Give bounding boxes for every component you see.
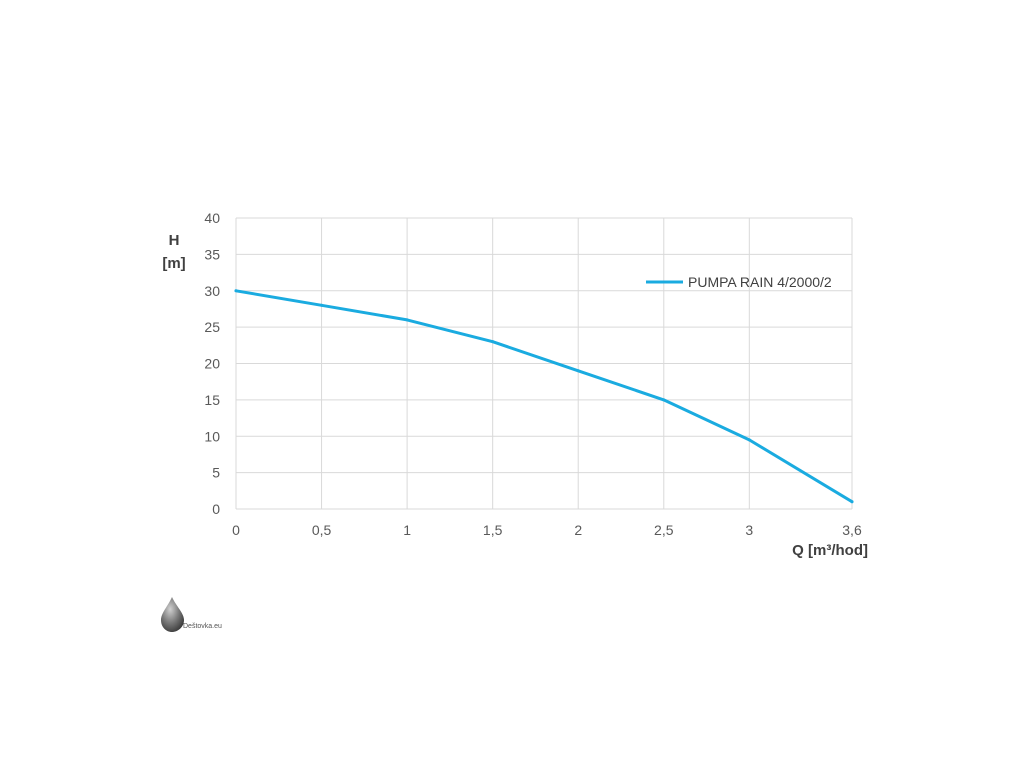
series-line (234, 289, 854, 504)
series-layer (234, 289, 854, 504)
legend: PUMPA RAIN 4/2000/2 (646, 274, 832, 290)
y-axis-ticks: 0 5 10 15 20 25 30 35 40 (204, 210, 220, 517)
y-tick-label: 35 (204, 246, 220, 262)
x-tick-label: 3,6 (842, 522, 862, 538)
grid (235, 217, 853, 510)
y-tick-label: 5 (212, 465, 220, 481)
x-tick-label: 3 (745, 522, 753, 538)
y-tick-label: 15 (204, 392, 220, 408)
data-point (320, 303, 324, 307)
brand-logo: Deštovka.eu (161, 597, 222, 632)
data-point (747, 438, 751, 442)
data-point (405, 318, 409, 322)
x-tick-label: 0 (232, 522, 240, 538)
data-point (576, 369, 580, 373)
y-tick-label: 25 (204, 319, 220, 335)
brand-text: Deštovka.eu (183, 623, 222, 630)
data-point (491, 340, 495, 344)
data-point (234, 289, 238, 293)
y-tick-label: 30 (204, 283, 220, 299)
x-tick-label: 0,5 (312, 522, 332, 538)
y-tick-label: 10 (204, 428, 220, 444)
x-tick-label: 1,5 (483, 522, 503, 538)
y-tick-label: 20 (204, 356, 220, 372)
y-tick-label: 40 (204, 210, 220, 226)
x-tick-label: 1 (403, 522, 411, 538)
legend-label: PUMPA RAIN 4/2000/2 (688, 274, 832, 290)
y-axis-title-line2: [m] (162, 255, 185, 272)
x-tick-label: 2,5 (654, 522, 674, 538)
water-drop-icon (161, 597, 184, 632)
x-tick-label: 2 (574, 522, 582, 538)
data-point (662, 398, 666, 402)
x-axis-title: Q [m³/hod] (792, 542, 868, 559)
data-point (850, 500, 854, 504)
y-axis-title-line1: H (169, 232, 180, 249)
y-tick-label: 0 (212, 501, 220, 517)
x-axis-ticks: 0 0,5 1 1,5 2 2,5 3 3,6 (232, 522, 862, 538)
